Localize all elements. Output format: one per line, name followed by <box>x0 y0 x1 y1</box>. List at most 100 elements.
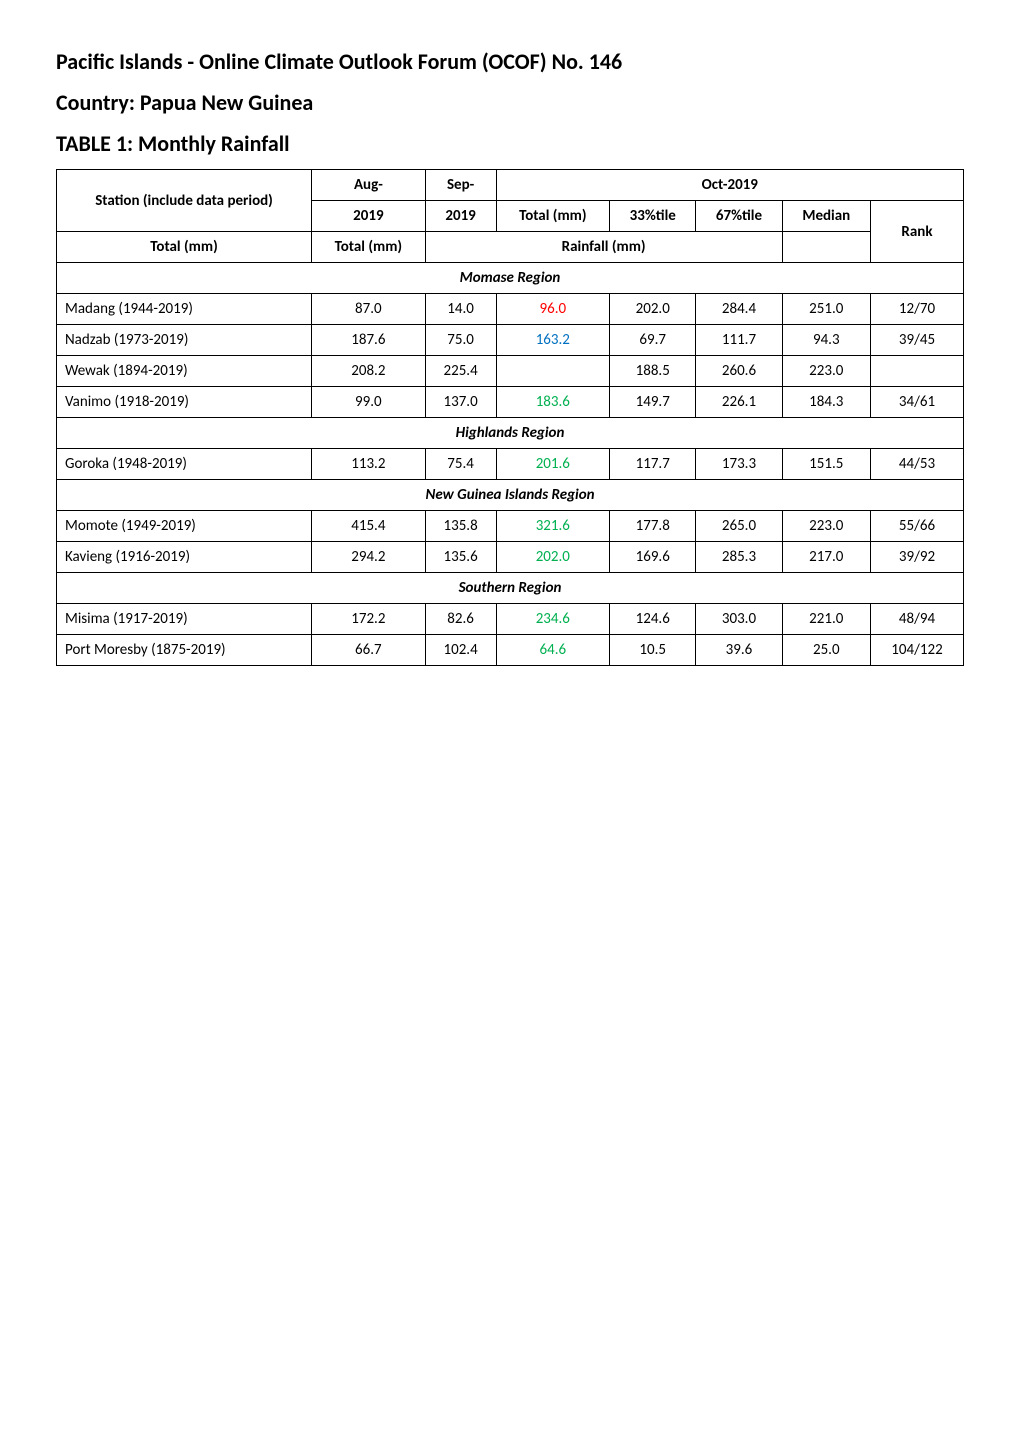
cell-rank: 104/122 <box>870 635 963 666</box>
region-header: Highlands Region <box>57 418 964 449</box>
col-aug-year: 2019 <box>312 201 426 232</box>
col-67tile: 67%tile <box>696 201 782 232</box>
region-header: Momase Region <box>57 263 964 294</box>
cell-aug: 66.7 <box>312 635 426 666</box>
cell-33tile: 188.5 <box>610 356 696 387</box>
cell-aug: 415.4 <box>312 511 426 542</box>
cell-rank: 39/45 <box>870 325 963 356</box>
cell-median: 223.0 <box>782 356 870 387</box>
cell-aug: 87.0 <box>312 294 426 325</box>
cell-rank: 44/53 <box>870 449 963 480</box>
table-row: Goroka (1948-2019)113.275.4201.6117.7173… <box>57 449 964 480</box>
table-body: Momase RegionMadang (1944-2019)87.014.09… <box>57 263 964 666</box>
table-row: Vanimo (1918-2019)99.0137.0183.6149.7226… <box>57 387 964 418</box>
cell-median: 94.3 <box>782 325 870 356</box>
cell-33tile: 202.0 <box>610 294 696 325</box>
cell-station: Wewak (1894-2019) <box>57 356 312 387</box>
cell-67tile: 285.3 <box>696 542 782 573</box>
cell-67tile: 260.6 <box>696 356 782 387</box>
table-row: Wewak (1894-2019)208.2225.4 188.5260.6223… <box>57 356 964 387</box>
table-row: Misima (1917-2019)172.282.6234.6124.6303… <box>57 604 964 635</box>
cell-median: 221.0 <box>782 604 870 635</box>
col-aug: Aug- <box>312 170 426 201</box>
col-station: Station (include data period) <box>57 170 312 232</box>
col-rainfall-group: Rainfall (mm) <box>425 232 782 263</box>
cell-sep: 82.6 <box>425 604 496 635</box>
cell-station: Kavieng (1916-2019) <box>57 542 312 573</box>
cell-sep: 14.0 <box>425 294 496 325</box>
cell-67tile: 284.4 <box>696 294 782 325</box>
col-rank: Rank <box>870 201 963 263</box>
cell-67tile: 173.3 <box>696 449 782 480</box>
col-sep-unit: Total (mm) <box>312 232 426 263</box>
cell-total: 64.6 <box>496 635 610 666</box>
region-header: New Guinea Islands Region <box>57 480 964 511</box>
cell-sep: 75.4 <box>425 449 496 480</box>
cell-aug: 99.0 <box>312 387 426 418</box>
cell-total: 234.6 <box>496 604 610 635</box>
cell-67tile: 265.0 <box>696 511 782 542</box>
cell-sep: 135.8 <box>425 511 496 542</box>
cell-aug: 172.2 <box>312 604 426 635</box>
cell-station: Vanimo (1918-2019) <box>57 387 312 418</box>
cell-station: Momote (1949-2019) <box>57 511 312 542</box>
cell-33tile: 117.7 <box>610 449 696 480</box>
table-row: Madang (1944-2019)87.014.096.0202.0284.4… <box>57 294 964 325</box>
cell-33tile: 124.6 <box>610 604 696 635</box>
cell-sep: 225.4 <box>425 356 496 387</box>
cell-67tile: 111.7 <box>696 325 782 356</box>
cell-67tile: 39.6 <box>696 635 782 666</box>
country-label: Country: Papua New Guinea <box>56 89 964 116</box>
col-sep: Sep- <box>425 170 496 201</box>
cell-rank: 48/94 <box>870 604 963 635</box>
table-row: Kavieng (1916-2019)294.2135.6202.0169.62… <box>57 542 964 573</box>
cell-median: 25.0 <box>782 635 870 666</box>
cell-33tile: 149.7 <box>610 387 696 418</box>
table-caption: TABLE 1: Monthly Rainfall <box>56 130 964 157</box>
cell-33tile: 169.6 <box>610 542 696 573</box>
page-title: Pacific Islands - Online Climate Outlook… <box>56 48 964 75</box>
cell-station: Misima (1917-2019) <box>57 604 312 635</box>
cell-sep: 75.0 <box>425 325 496 356</box>
col-sep-year: 2019 <box>425 201 496 232</box>
cell-total: 163.2 <box>496 325 610 356</box>
cell-rank: 55/66 <box>870 511 963 542</box>
cell-total <box>496 356 610 387</box>
cell-sep: 102.4 <box>425 635 496 666</box>
cell-aug: 208.2 <box>312 356 426 387</box>
cell-median: 217.0 <box>782 542 870 573</box>
cell-total: 202.0 <box>496 542 610 573</box>
cell-median: 184.3 <box>782 387 870 418</box>
cell-sep: 135.6 <box>425 542 496 573</box>
col-total: Total (mm) <box>496 201 610 232</box>
region-name: Highlands Region <box>57 418 964 449</box>
cell-median: 151.5 <box>782 449 870 480</box>
table-row: Momote (1949-2019)415.4135.8321.6177.826… <box>57 511 964 542</box>
col-oct-group: Oct-2019 <box>496 170 963 201</box>
col-median: Median <box>782 201 870 232</box>
cell-rank: 34/61 <box>870 387 963 418</box>
table-row: Nadzab (1973-2019)187.675.0163.269.7111.… <box>57 325 964 356</box>
cell-rank: 39/92 <box>870 542 963 573</box>
cell-median: 223.0 <box>782 511 870 542</box>
table-header: Station (include data period) Aug- Sep- … <box>57 170 964 263</box>
cell-67tile: 303.0 <box>696 604 782 635</box>
cell-33tile: 69.7 <box>610 325 696 356</box>
cell-total: 321.6 <box>496 511 610 542</box>
cell-33tile: 10.5 <box>610 635 696 666</box>
region-name: Momase Region <box>57 263 964 294</box>
region-header: Southern Region <box>57 573 964 604</box>
cell-station: Nadzab (1973-2019) <box>57 325 312 356</box>
cell-total: 201.6 <box>496 449 610 480</box>
cell-station: Madang (1944-2019) <box>57 294 312 325</box>
cell-total: 183.6 <box>496 387 610 418</box>
cell-station: Port Moresby (1875-2019) <box>57 635 312 666</box>
cell-median: 251.0 <box>782 294 870 325</box>
cell-total: 96.0 <box>496 294 610 325</box>
cell-aug: 187.6 <box>312 325 426 356</box>
cell-rank: 12/70 <box>870 294 963 325</box>
cell-sep: 137.0 <box>425 387 496 418</box>
col-33tile: 33%tile <box>610 201 696 232</box>
rainfall-table: Station (include data period) Aug- Sep- … <box>56 169 964 666</box>
cell-33tile: 177.8 <box>610 511 696 542</box>
